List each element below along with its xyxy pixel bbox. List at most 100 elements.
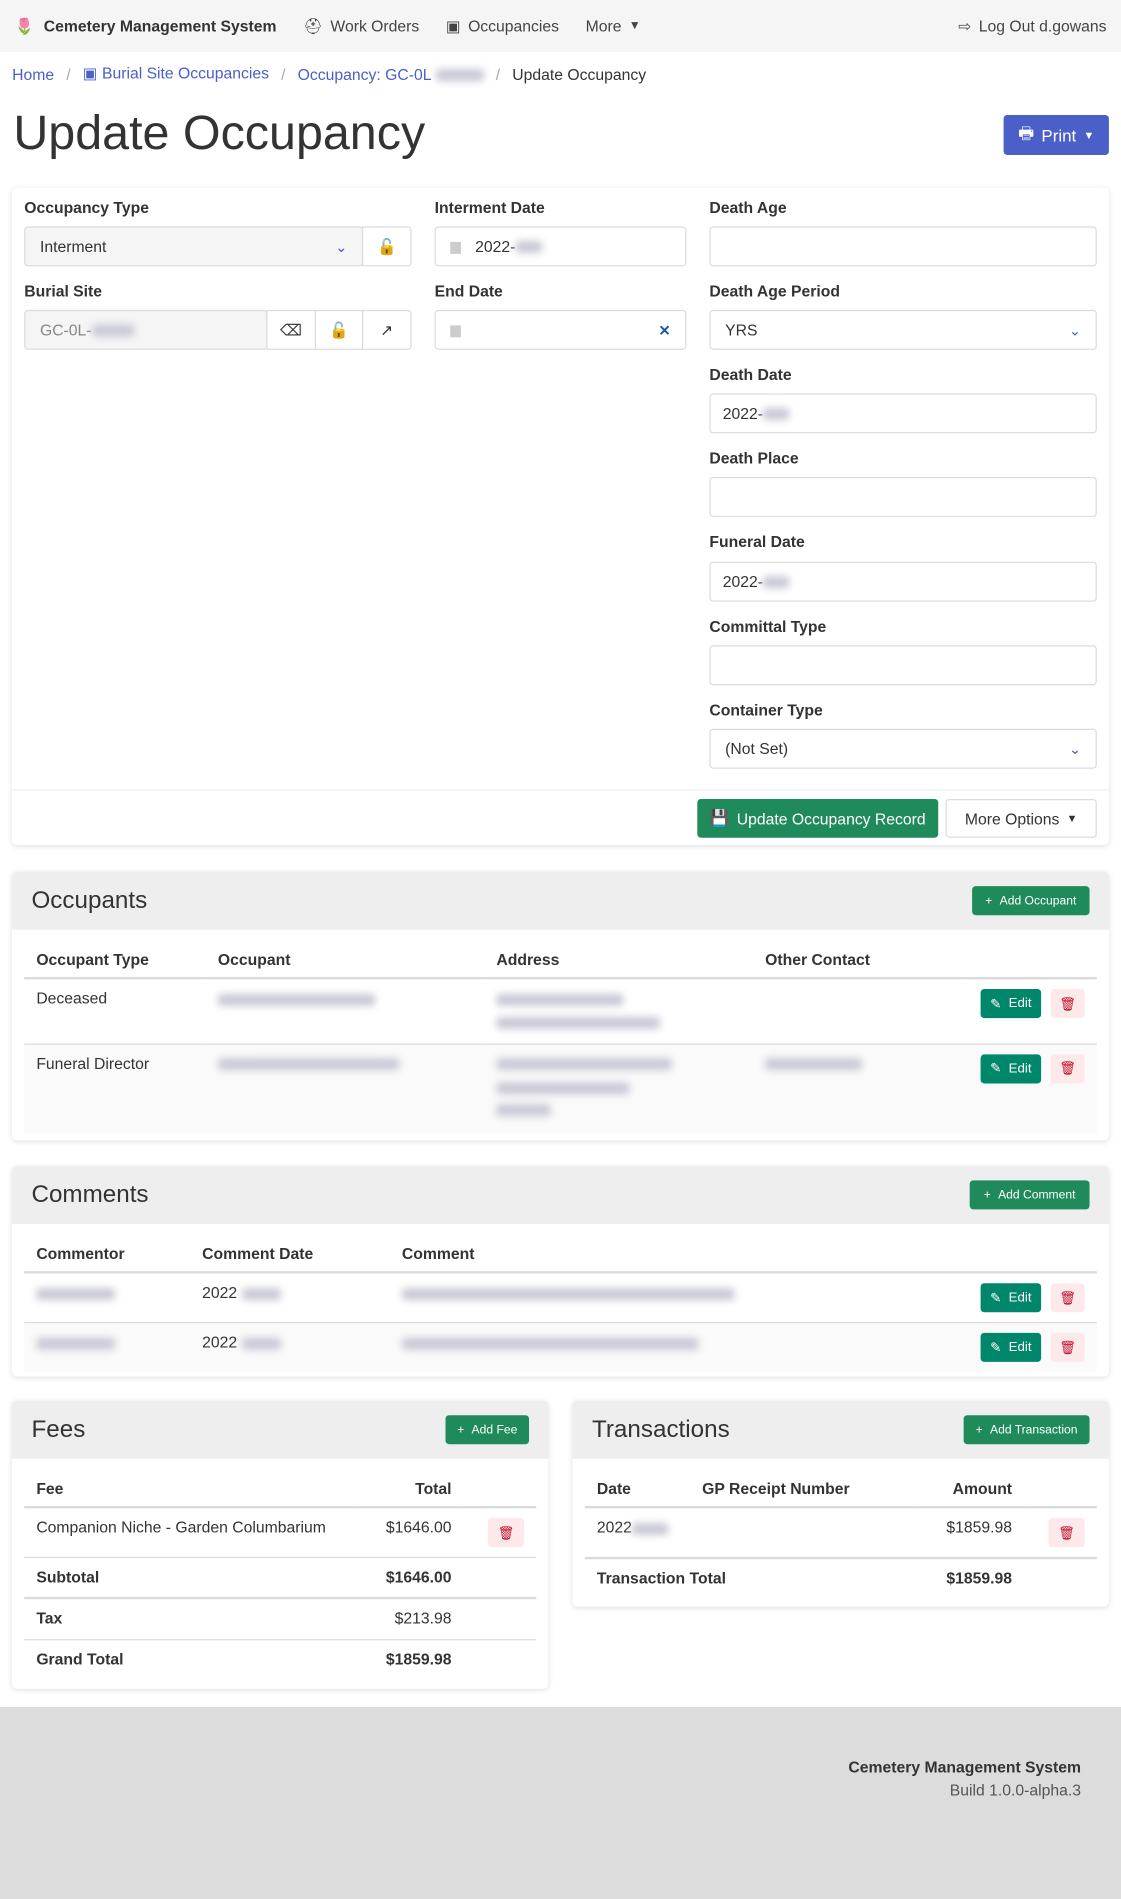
edit-button[interactable]: ✎ Edit [980, 1283, 1042, 1313]
crumb-label: Burial Site Occupancies [101, 64, 270, 83]
table-row: Funeral Director ✎ Edit 🗑 [24, 1043, 1097, 1134]
breadcrumb-occupancy[interactable]: Occupancy: GC-0L [298, 65, 484, 83]
page-title: Update Occupancy [13, 106, 426, 160]
add-transaction-button[interactable]: + Add Transaction [963, 1415, 1090, 1445]
panel-title: Fees [31, 1416, 86, 1444]
brand[interactable]: 🌷 Cemetery Management System [15, 16, 277, 35]
trash-icon: 🗑 [1059, 1061, 1077, 1077]
label: Death Age Period [709, 282, 841, 301]
button-label: More Options [964, 809, 1060, 828]
add-occupant-button[interactable]: + Add Occupant [972, 886, 1090, 916]
delete-button[interactable]: 🗑 [1050, 1283, 1085, 1313]
burial-site-field[interactable]: GC-0L- [24, 309, 268, 350]
comments-table: Commentor Comment Date Comment 2022 ✎ Edit 🗑… [24, 1236, 1097, 1372]
committal-type-input[interactable] [709, 645, 1097, 686]
print-button[interactable]: 🖶 Print ▼ [1003, 115, 1109, 155]
subtotal-label: Subtotal [24, 1557, 355, 1599]
chevron-down-icon: ▼ [1066, 812, 1078, 825]
column-header: Commentor [24, 1236, 191, 1274]
breadcrumb-sites[interactable]: ▣ Burial Site Occupancies [83, 64, 269, 83]
column-header: Occupant Type [24, 941, 206, 980]
table-row: Deceased ✎ Edit 🗑 [24, 978, 1097, 1045]
subtotal-value: $1646.00 [354, 1557, 464, 1599]
nav-work-orders[interactable]: ⛑ Work Orders [303, 16, 419, 35]
occupants-panel: Occupants + Add Occupant Occupant Type Occ… [12, 871, 1109, 1141]
column-header: Fee [24, 1470, 355, 1509]
delete-button[interactable]: 🗑 [1048, 1518, 1085, 1548]
nav-occupancies[interactable]: ▣ Occupancies [446, 16, 559, 35]
logout-link[interactable]: ⇨ Log Out d.gowans [958, 16, 1106, 35]
grand-total-label: Grand Total [24, 1639, 355, 1684]
unlock-icon: 🔓 [376, 236, 397, 255]
death-date-input[interactable]: 2022- [709, 393, 1097, 434]
label: End Date [434, 282, 503, 301]
panel-title: Transactions [591, 1416, 730, 1444]
funeral-date-input[interactable]: 2022- [709, 561, 1097, 602]
label: Committal Type [709, 617, 827, 636]
unlock-button[interactable]: 🔓 [314, 309, 364, 350]
calendar-icon: ▆ [450, 323, 461, 338]
occupant-type: Deceased [24, 978, 206, 1045]
hard-hat-icon: ⛑ [303, 16, 324, 35]
chevron-down-icon: ⌄ [335, 237, 348, 255]
add-fee-button[interactable]: + Add Fee [445, 1415, 530, 1445]
select-value: (Not Set) [725, 739, 789, 758]
table-row: 2022 $1859.98 🗑 [584, 1507, 1097, 1560]
update-occupancy-button[interactable]: 💾 Update Occupancy Record [697, 798, 939, 838]
edit-button[interactable]: ✎ Edit [980, 1053, 1042, 1083]
plus-icon: + [985, 894, 993, 908]
end-date-input[interactable]: ▆ ✕ [434, 309, 687, 350]
death-place-input[interactable] [709, 476, 1097, 517]
open-link-button[interactable]: ↗ [361, 309, 412, 350]
top-nav: 🌷 Cemetery Management System ⛑ Work Orders… [0, 0, 1121, 53]
chevron-down-icon: ⌄ [1068, 740, 1082, 758]
add-comment-button[interactable]: + Add Comment [969, 1180, 1090, 1210]
death-age-input[interactable] [709, 226, 1097, 267]
more-options-button[interactable]: More Options ▼ [945, 798, 1097, 838]
trash-icon: 🗑 [1058, 1525, 1075, 1541]
interment-date-input[interactable]: ▆ 2022- [434, 226, 687, 267]
delete-button[interactable]: 🗑 [1050, 989, 1085, 1019]
field-value: 2022- [722, 572, 763, 591]
clear-icon[interactable]: ✕ [658, 321, 671, 339]
pencil-icon: ✎ [990, 1291, 1002, 1306]
label: Funeral Date [709, 532, 805, 551]
clear-button[interactable]: ⌫ [266, 309, 316, 350]
plus-icon: + [975, 1423, 983, 1437]
unlock-icon: 🔓 [329, 320, 349, 339]
fee-name: Companion Niche - Garden Columbarium [24, 1507, 355, 1559]
delete-button[interactable]: 🗑 [1050, 1053, 1085, 1083]
container-type-select[interactable]: (Not Set) ⌄ [709, 728, 1097, 769]
external-link-icon: ↗ [380, 320, 394, 339]
breadcrumb-home[interactable]: Home [12, 64, 55, 83]
label: Burial Site [24, 282, 103, 301]
edit-button[interactable]: ✎ Edit [980, 989, 1042, 1019]
label: Interment Date [434, 198, 545, 217]
label: Death Date [709, 365, 792, 384]
plus-icon: + [983, 1188, 991, 1202]
pencil-icon: ✎ [990, 1340, 1002, 1356]
table-row: 2022 ✎ Edit 🗑 [24, 1272, 1097, 1324]
transaction-amount: $1859.98 [915, 1507, 1025, 1560]
death-age-period-select[interactable]: YRS ⌄ [709, 309, 1097, 350]
button-label: Update Occupancy Record [736, 809, 926, 828]
edit-button[interactable]: ✎ Edit [980, 1332, 1042, 1362]
unlock-button[interactable]: 🔓 [361, 226, 412, 267]
panel-title: Comments [31, 1181, 149, 1209]
divider [12, 789, 1109, 791]
breadcrumb: Home / ▣ Burial Site Occupancies / Occupan… [12, 64, 647, 83]
delete-button[interactable]: 🗑 [487, 1518, 525, 1548]
footer: Cemetery Management System Build 1.0.0-a… [0, 1706, 1121, 1899]
label: Occupancy Type [24, 198, 149, 217]
fees-panel: Fees + Add Fee Fee Total Companion Niche -… [12, 1400, 549, 1689]
tax-label: Tax [24, 1597, 355, 1641]
transaction-total-value: $1859.98 [946, 1568, 1013, 1588]
nav-label: Occupancies [468, 16, 560, 36]
select-value: Interment [39, 237, 107, 256]
button-label: Edit [1008, 1340, 1032, 1355]
button-label: Edit [1008, 996, 1032, 1011]
nav-more[interactable]: More ▼ [586, 17, 641, 35]
label: Death Place [709, 449, 799, 468]
delete-button[interactable]: 🗑 [1050, 1332, 1085, 1362]
occupancy-type-select[interactable]: Interment ⌄ [24, 226, 364, 267]
